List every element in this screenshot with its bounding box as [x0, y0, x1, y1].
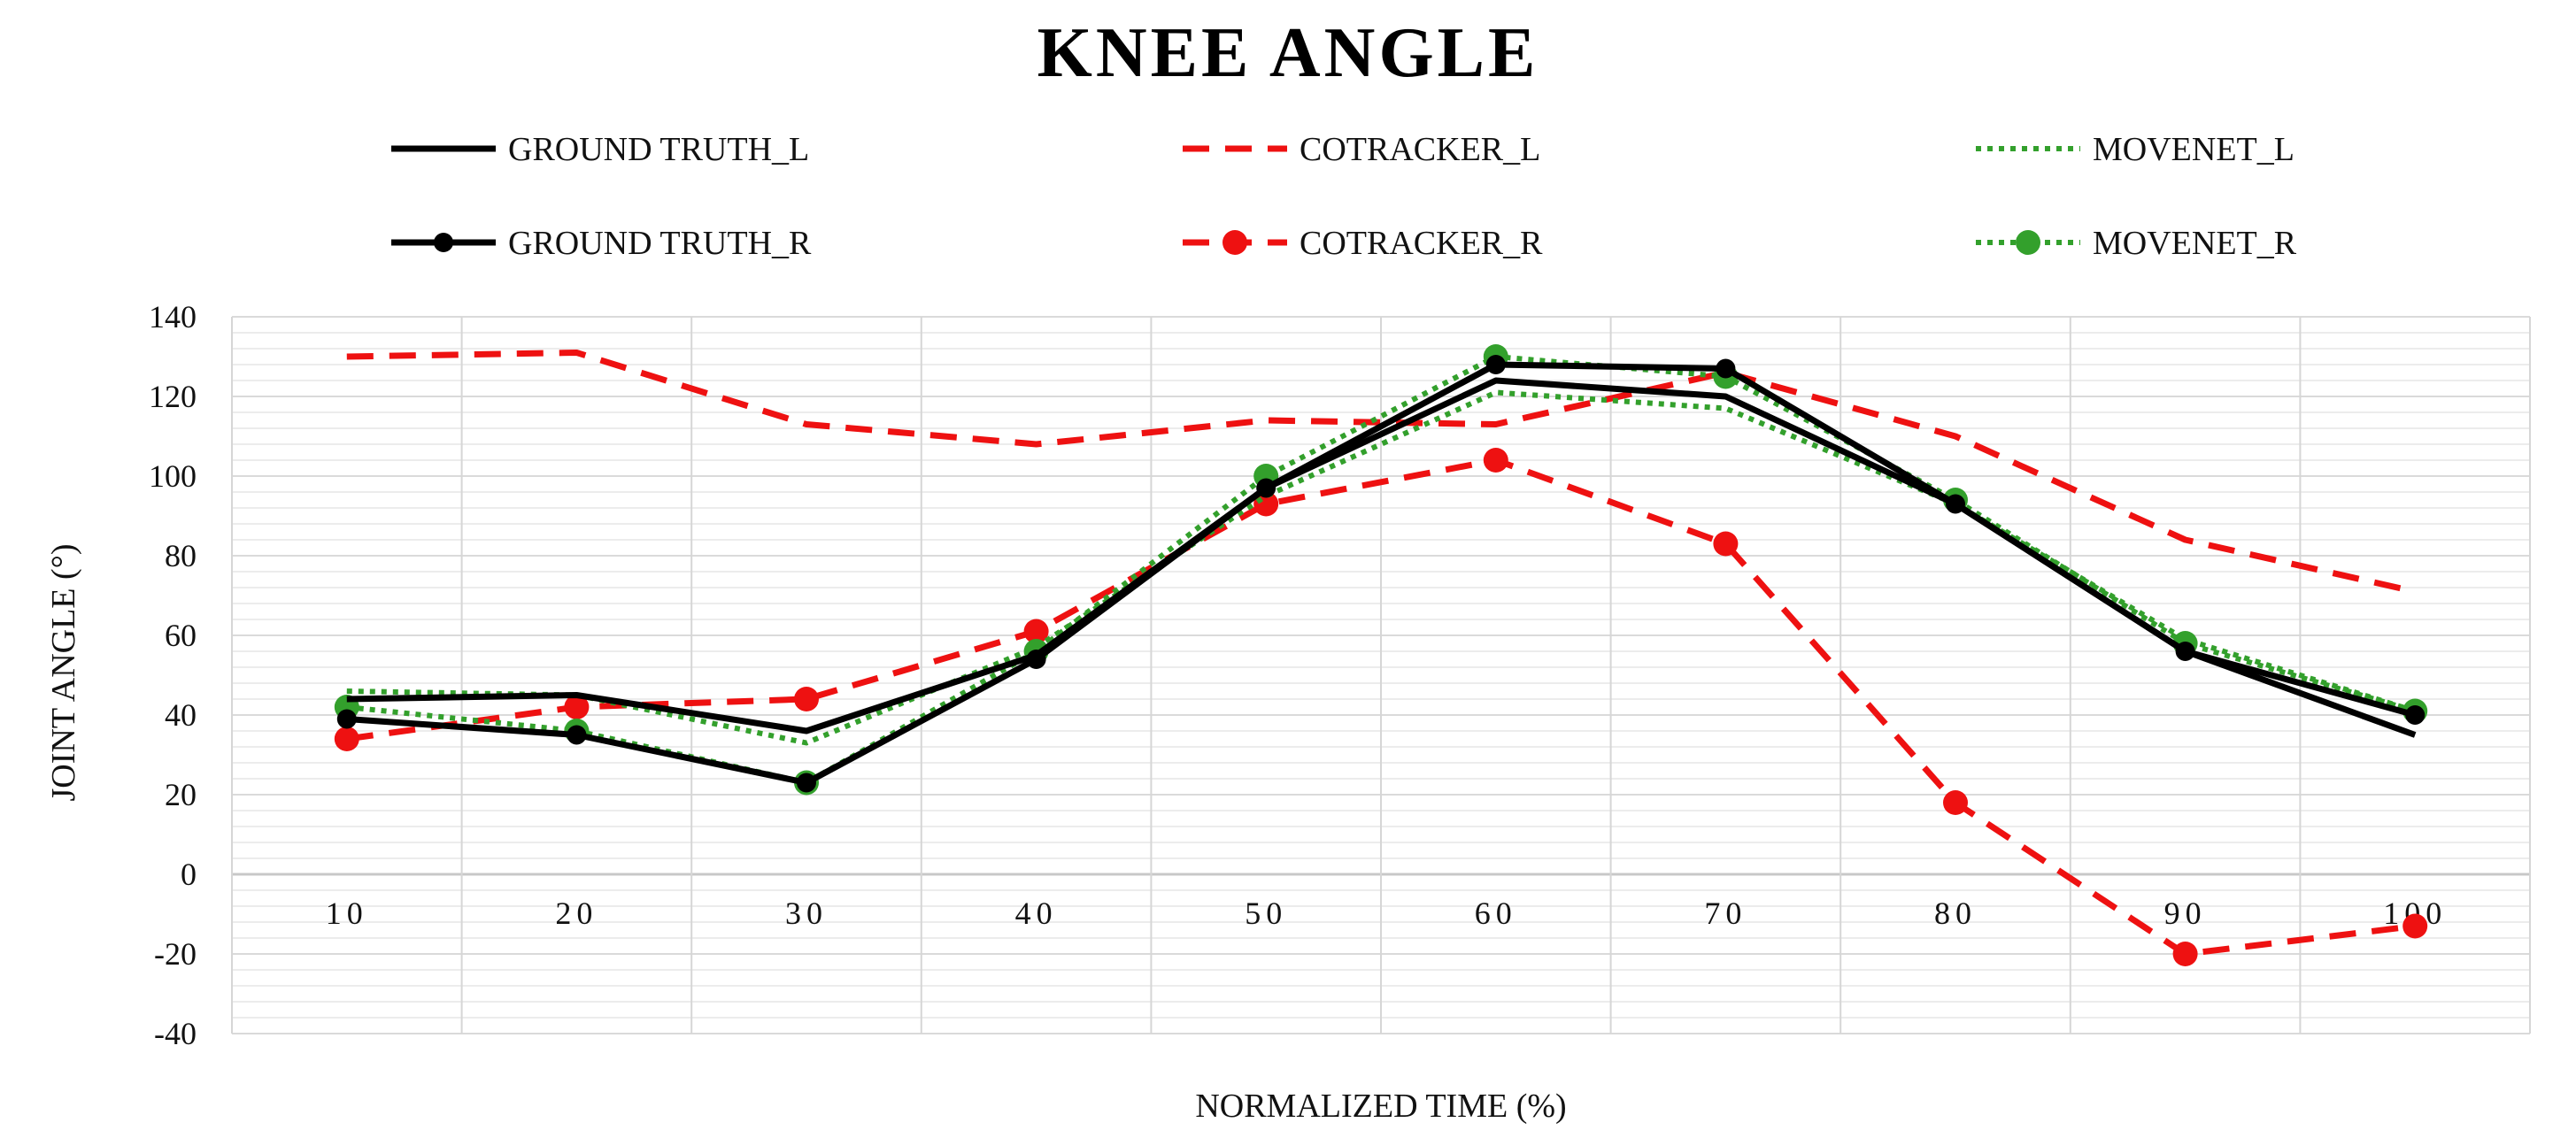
data-point-cotracker-r: [334, 727, 359, 751]
data-point-ground-truth-r: [797, 773, 816, 793]
data-point-ground-truth-r: [1256, 478, 1276, 498]
data-point-cotracker-r: [794, 687, 819, 711]
chart-title: KNEE ANGLE: [1037, 14, 1539, 92]
data-point-ground-truth-r: [1716, 358, 1736, 379]
legend-label: COTRACKER_R: [1300, 225, 1543, 262]
x-tick-label: 80: [1934, 896, 1977, 931]
legend-label: COTRACKER_L: [1300, 131, 1540, 168]
y-tick-label: 0: [181, 857, 197, 892]
data-point-ground-truth-r: [1485, 355, 1506, 374]
legend-item-movenet-l: MOVENET_L: [1976, 131, 2294, 168]
series-cotracker-l: [346, 350, 2416, 595]
data-point-cotracker-r: [1713, 531, 1739, 557]
y-tick-label: 80: [165, 538, 197, 573]
x-tick-label: 60: [1475, 896, 1517, 931]
data-point-cotracker-r: [1023, 619, 1049, 644]
x-tick-label: 90: [2164, 896, 2207, 931]
series-line-ground-truth-r: [346, 361, 2417, 786]
data-point-ground-truth-r: [1946, 494, 1965, 514]
legend-item-cotracker-l: COTRACKER_L: [1183, 131, 1540, 168]
legend-item-cotracker-r: COTRACKER_R: [1183, 225, 1543, 262]
data-point-ground-truth-r: [1026, 650, 1046, 669]
series-ground-truth-r: [336, 355, 2426, 793]
y-axis: 140 120 100 80 60 40 20 0 -20 -40: [149, 299, 197, 1051]
x-tick-label: 40: [1015, 896, 1058, 931]
legend-item-ground-truth-r: GROUND TRUTH_R: [391, 225, 812, 262]
x-axis-label: NORMALIZED TIME (%): [1195, 1088, 1566, 1125]
data-point-ground-truth-r: [336, 709, 357, 729]
data-point-cotracker-r: [1943, 790, 1968, 815]
x-tick-label: 20: [555, 896, 598, 931]
y-tick-label: -20: [154, 936, 197, 972]
y-tick-label: 120: [149, 379, 197, 414]
series-group: [334, 344, 2428, 966]
y-tick-label: 140: [149, 299, 197, 334]
y-tick-label: 40: [165, 697, 197, 733]
x-tick-label: 30: [785, 896, 828, 931]
legend-label: MOVENET_L: [2093, 131, 2294, 168]
data-point-ground-truth-r: [2175, 642, 2195, 661]
x-axis: 10 20 30 40 50 60 70 80 90 100: [326, 896, 2441, 931]
data-point-cotracker-r: [564, 695, 590, 719]
gridlines: [231, 316, 2531, 1034]
legend-label: GROUND TRUTH_R: [508, 225, 812, 262]
y-axis-label: JOINT ANGLE (°): [45, 543, 82, 801]
data-point-ground-truth-r: [2405, 705, 2426, 725]
legend-marker: [1222, 230, 1247, 255]
y-tick-label: 20: [165, 777, 197, 812]
series-line-cotracker-l: [346, 350, 2416, 595]
y-tick-label: 100: [149, 458, 197, 494]
legend: GROUND TRUTH_L COTRACKER_L MOVENET_L GROUND…: [391, 131, 2297, 262]
series-cotracker-r: [334, 448, 2428, 966]
legend-label: GROUND TRUTH_L: [508, 131, 809, 168]
data-point-cotracker-r: [1483, 448, 1508, 473]
data-point-ground-truth-r: [567, 725, 587, 745]
y-tick-label: -40: [154, 1016, 197, 1051]
legend-marker: [2016, 230, 2040, 255]
legend-label: MOVENET_R: [2093, 225, 2297, 262]
y-tick-label: 60: [165, 618, 197, 653]
series-line-cotracker-r: [346, 457, 2416, 957]
x-tick-label: 10: [326, 896, 368, 931]
x-tick-label: 50: [1245, 896, 1287, 931]
data-point-cotracker-r: [2172, 942, 2198, 966]
legend-item-movenet-r: MOVENET_R: [1976, 225, 2297, 262]
legend-marker: [434, 233, 453, 252]
x-tick-label: 70: [1704, 896, 1747, 931]
series-line-movenet-l: [346, 389, 2417, 746]
data-point-cotracker-r: [2402, 913, 2428, 939]
legend-item-ground-truth-l: GROUND TRUTH_L: [391, 131, 809, 168]
series-movenet-l: [346, 389, 2417, 746]
